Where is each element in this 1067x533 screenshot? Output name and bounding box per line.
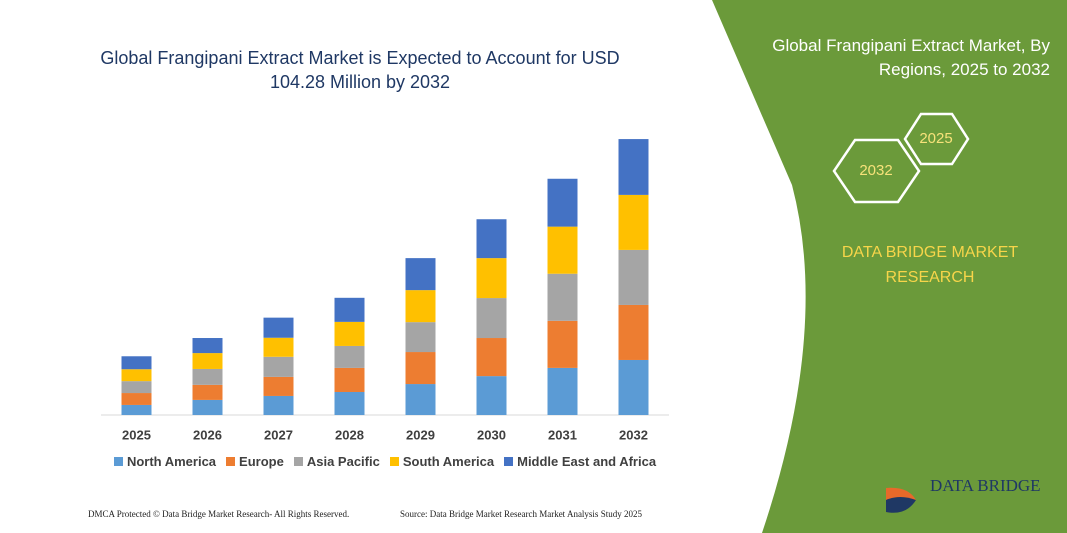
bar-segment [405,384,436,415]
bar-segment [618,139,649,195]
bar-segment [618,304,649,360]
bar-segment [476,219,507,259]
legend-item: South America [389,454,495,469]
bar-segment [121,369,152,382]
legend-item: Middle East and Africa [504,454,656,469]
bar-segment [547,273,578,321]
green-panel [712,0,1067,533]
bar-segment [192,384,223,400]
x-tick-label: 2027 [264,427,293,442]
legend-label: South America [402,454,495,469]
legend-label: North America [126,454,217,469]
bar-segment [334,391,365,415]
hexagon-label: 2025 [919,130,952,147]
bar-segment [263,337,294,357]
bar-segment [192,353,223,369]
bar-segment [121,356,152,370]
legend-label: Europe [239,454,284,469]
bar-segment [618,359,649,415]
logo-mark [886,497,916,513]
legend-swatch [113,457,123,466]
legend-swatch [226,457,236,466]
bar-segment [476,338,507,377]
bar-segment [405,352,436,385]
legend-item: North America [113,454,217,469]
bar-segment [263,317,294,338]
legend-item: Asia Pacific [293,454,380,469]
bar-segment [263,356,294,377]
bar-segment [405,258,436,291]
bar-segment [476,258,507,299]
legend: North America Europe Asia Pacific South Ame… [0,454,770,469]
chart-title: Global Frangipani Extract Market is Expe… [100,48,620,92]
bar-segment [192,399,223,415]
panel-heading: Global Frangipani Extract Market, By Reg… [772,36,1050,79]
bar-segment [618,249,649,305]
x-tick-label: 2032 [619,427,648,442]
x-tick-label: 2031 [548,427,577,442]
bar-segment [263,376,294,396]
bar-segment [547,226,578,274]
legend-swatch [293,457,303,466]
legend-label: Asia Pacific [306,454,380,469]
bar-segment [263,395,294,415]
x-tick-label: 2025 [122,427,151,442]
x-tick-label: 2029 [406,427,435,442]
bar-segment [334,297,365,322]
footer-right: Source: Data Bridge Market Research Mark… [400,509,642,519]
bar-segment [192,338,223,354]
x-tick-label: 2028 [335,427,364,442]
bar-segment [476,376,507,415]
bar-segment [405,322,436,353]
bar-segment [334,367,365,392]
bar-segment [547,367,578,415]
bar-segment [547,320,578,368]
brand: DATA BRIDGE MARKET RESEARCH [841,244,1019,286]
legend-label: Middle East and Africa [517,454,657,469]
x-tick-label: 2026 [193,427,222,442]
bar-segment [618,194,649,250]
bar-segment [334,321,365,346]
x-tick-label: 2030 [477,427,506,442]
bar-segment [547,178,578,227]
legend-swatch [389,457,399,466]
bar-segment [405,290,436,323]
bar-segment [334,345,365,368]
legend-swatch [504,457,514,466]
hexagon [903,112,970,166]
bar-segment [121,404,152,415]
bar-segment [192,368,223,385]
legend-item: Europe [226,454,284,469]
bar-segment [121,381,152,394]
hexagon-label: 2032 [859,162,892,179]
bar-segment [121,393,152,405]
hexagon [832,138,921,204]
bar-segment [476,298,507,339]
logo-text: DATA BRIDGE [930,476,1041,495]
footer-left: DMCA Protected © Data Bridge Market Rese… [88,509,350,519]
